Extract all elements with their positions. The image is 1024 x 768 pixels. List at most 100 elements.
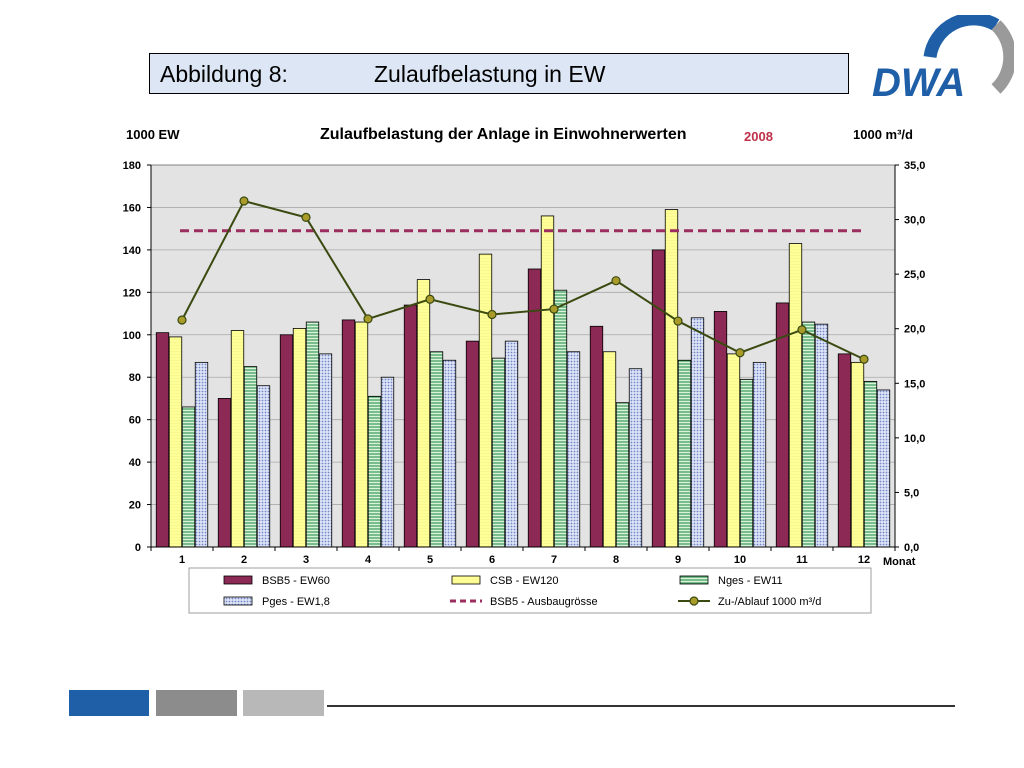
bar-pges [752,361,767,548]
y-left-tick-label: 60 [129,415,141,427]
x-tick-label: 12 [858,554,870,566]
bar-nges [615,402,630,548]
y-right-tick-label: 0,0 [904,542,919,554]
flow-line-point [549,304,559,314]
x-tick-label: 2 [241,554,247,566]
bar-pges [628,368,643,548]
bar-nges [181,406,196,548]
bar-csb [478,253,493,548]
bar-csb [602,351,617,548]
x-tick-label: 11 [796,554,808,566]
y-left-tick-label: 100 [123,330,141,342]
flow-line-point [735,348,745,358]
dwa-logo: DWA [872,15,1014,105]
y-left-tick-label: 180 [123,160,141,172]
y-right-axis-label: 1000 m³/d [853,127,913,142]
legend-label: BSB5 - Ausbaugrösse [490,596,598,608]
legend-swatch [451,575,481,585]
bar-csb [788,243,803,548]
legend-label: CSB - EW120 [490,575,558,587]
bar-nges [553,289,568,548]
bar-pges [876,389,891,548]
bar-nges [367,395,382,548]
y-left-tick-label: 20 [129,500,141,512]
figure-title: Zulaufbelastung in EW [374,61,606,87]
legend-label: BSB5 - EW60 [262,575,330,587]
x-tick-label: 6 [489,554,495,566]
flow-line-point [611,276,621,286]
flow-line-point [425,294,435,304]
logo-text: DWA [872,61,965,105]
y-left-tick-label: 0 [135,542,141,554]
legend-swatch [223,596,253,606]
bar-nges [677,359,692,548]
bar-bsb5 [279,334,294,548]
bar-pges [256,385,271,548]
bar-bsb5 [403,304,418,548]
bar-bsb5 [217,398,232,548]
legend-label: Pges - EW1,8 [262,596,330,608]
x-tick-label: 8 [613,554,619,566]
x-tick-label: 10 [734,554,746,566]
bar-bsb5 [155,332,170,548]
x-axis-label: Monat [883,556,916,568]
logo-arc-blue [923,15,1000,59]
y-left-tick-label: 140 [123,245,141,257]
bar-pges [690,317,705,548]
legend: BSB5 - EW60 CSB - EW120 Nges - EW11 Pges - … [223,575,821,608]
bar-bsb5 [713,311,728,548]
bar-pges [566,351,581,548]
year-label: 2008 [744,129,773,144]
y-left-axis-label: 1000 EW [126,127,180,142]
flow-line-point [177,315,187,325]
bar-bsb5 [341,319,356,548]
legend-label: Zu-/Ablauf 1000 m³/d [718,596,821,608]
bar-pges [380,376,395,548]
bar-nges [801,321,816,548]
y-right-tick-label: 35,0 [904,160,925,172]
footer-block-blue [69,690,149,716]
bar-pges [194,361,209,548]
footer-rule [327,705,955,707]
bar-nges [739,378,754,548]
bar-csb [354,321,369,548]
y-right-tick-label: 25,0 [904,269,925,281]
legend-swatch [679,575,709,585]
y-left-tick-label: 80 [129,372,141,384]
bar-nges [491,357,506,548]
flow-line-point [239,196,249,206]
y-right-tick-label: 10,0 [904,433,925,445]
bar-pges [504,340,519,548]
bar-bsb5 [651,249,666,548]
bar-nges [305,321,320,548]
bar-csb [416,279,431,548]
bar-csb [292,328,307,548]
bar-csb [850,361,865,548]
x-tick-label: 9 [675,554,681,566]
flow-line-point [487,309,497,320]
flow-line [177,196,869,364]
figure-title-box: Abbildung 8: Zulaufbelastung in EW [149,53,849,94]
logo-arc-gray [991,20,1014,94]
legend-marker [689,596,699,606]
bar-bsb5 [465,340,480,548]
x-tick-label: 5 [427,554,433,566]
chart-title: Zulaufbelastung der Anlage in Einwohnerw… [320,126,687,143]
y-right-tick-label: 30,0 [904,215,925,227]
flow-line-path [181,199,865,361]
y-right-tick-label: 20,0 [904,324,925,336]
flow-line-point [797,325,807,335]
flow-line-point [301,212,311,222]
bar-nges [243,366,258,548]
bar-csb [726,353,741,548]
legend-label: Nges - EW11 [718,575,783,587]
flow-line-point [859,354,869,364]
footer-block-gray [156,690,237,716]
bar-pges [442,359,457,548]
bar-bsb5 [837,353,852,548]
y-left-tick-label: 160 [123,202,141,214]
legend-box [188,567,872,614]
bar-csb [168,336,183,548]
flow-line-point [363,314,373,324]
chart: 1000 EW Zulaufbelastung der Anlage in Ei… [123,126,925,614]
